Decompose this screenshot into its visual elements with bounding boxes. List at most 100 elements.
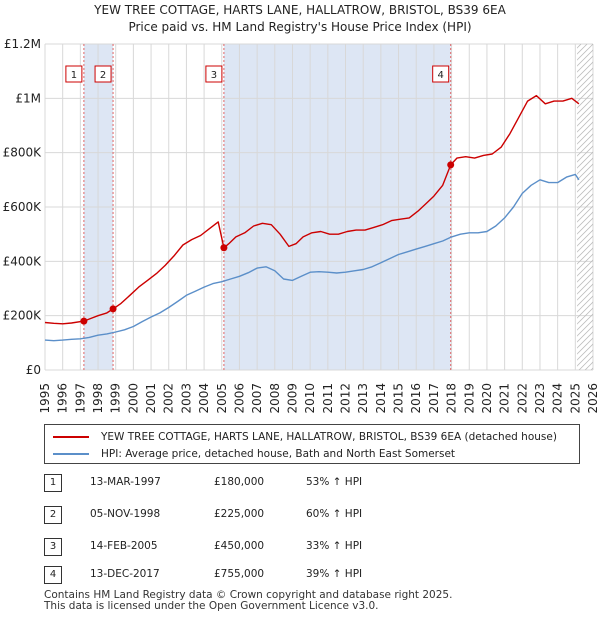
y-tick-label: £800K xyxy=(3,146,43,160)
sale-labels: 1 2 3 4 xyxy=(65,65,450,83)
footer-copyright: Contains HM Land Registry data © Crown c… xyxy=(44,589,453,601)
future-hatch xyxy=(577,44,594,370)
property-price-line xyxy=(44,94,580,325)
sale-number: 2 xyxy=(44,506,62,524)
x-tick-label: 1997 xyxy=(73,383,87,414)
x-tick-label: 2022 xyxy=(515,383,529,414)
sale-label-number: 3 xyxy=(211,70,217,81)
sale-price: £180,000 xyxy=(214,476,265,488)
legend-property-label: YEW TREE COTTAGE, HARTS LANE, HALLATROW,… xyxy=(101,431,557,443)
x-tick-label: 2008 xyxy=(268,383,282,414)
sale-hpi: 60% ↑ HPI xyxy=(306,508,363,520)
y-tick-label: £600K xyxy=(3,200,43,214)
sale-date: 13-MAR-1997 xyxy=(90,476,161,488)
y-tick-label: £1M xyxy=(15,91,41,105)
x-tick-label: 2009 xyxy=(285,383,299,414)
hatch-line xyxy=(577,97,594,115)
series-lines xyxy=(44,94,580,342)
sale-markers xyxy=(80,161,455,325)
table-row: 1 13-MAR-1997 £180,000 53% ↑ HPI xyxy=(44,474,584,492)
sale-label-box xyxy=(65,65,83,83)
hatch-line xyxy=(577,199,594,217)
legend-red-swatch xyxy=(53,436,89,438)
hatch-line xyxy=(577,91,594,109)
x-tick-label: 2024 xyxy=(551,383,565,414)
x-tick-label: 2015 xyxy=(392,383,406,414)
y-tick-label: £200K xyxy=(3,309,43,323)
legend-item-hpi: HPI: Average price, detached house, Bath… xyxy=(53,446,455,462)
table-row: 4 13-DEC-2017 £755,000 39% ↑ HPI xyxy=(44,566,584,584)
y-tick-label: £0 xyxy=(26,363,41,377)
sale-label-box xyxy=(432,65,450,83)
hatch-line xyxy=(577,193,594,211)
sale-point xyxy=(80,317,88,325)
sale-hpi: 39% ↑ HPI xyxy=(306,568,363,580)
hatch-line xyxy=(577,307,594,325)
sale-date: 14-FEB-2005 xyxy=(90,540,158,552)
footer-licence: This data is licensed under the Open Gov… xyxy=(44,600,379,612)
sale-label-box xyxy=(205,65,223,83)
x-tick-label: 2010 xyxy=(303,383,317,414)
legend-blue-swatch xyxy=(53,453,89,455)
table-row: 3 14-FEB-2005 £450,000 33% ↑ HPI xyxy=(44,538,584,556)
hpi-line xyxy=(44,173,580,342)
x-tick-label: 2023 xyxy=(533,383,547,414)
sale-label-number: 2 xyxy=(100,70,106,81)
x-tick-label: 2011 xyxy=(321,383,335,414)
x-tick-label: 2026 xyxy=(586,383,600,414)
x-tick-label: 2025 xyxy=(568,383,582,414)
hatch-line xyxy=(577,205,594,223)
sale-price: £755,000 xyxy=(214,568,265,580)
sale-number: 1 xyxy=(44,474,62,492)
legend: YEW TREE COTTAGE, HARTS LANE, HALLATROW,… xyxy=(44,424,580,464)
sale-date: 05-NOV-1998 xyxy=(90,508,161,520)
sale-date: 13-DEC-2017 xyxy=(90,568,160,580)
sale-label-number: 4 xyxy=(438,70,444,81)
x-tick-label: 2016 xyxy=(409,383,423,414)
legend-item-property: YEW TREE COTTAGE, HARTS LANE, HALLATROW,… xyxy=(53,429,557,445)
footer: Contains HM Land Registry data © Crown c… xyxy=(44,590,452,612)
sale-label-number: 1 xyxy=(71,70,77,81)
hatch-line xyxy=(577,301,594,319)
x-tick-label: 2003 xyxy=(179,383,193,414)
x-tick-label: 2002 xyxy=(162,383,176,414)
sale-number: 3 xyxy=(44,538,62,556)
x-tick-label: 2018 xyxy=(445,383,459,414)
x-tick-label: 2021 xyxy=(498,383,512,414)
price-chart: 1 2 3 4 £0 £200K £400K £600K £800K £1M £1.2M 1995 1… xyxy=(3,37,600,414)
chart-title: YEW TREE COTTAGE, HARTS LANE, HALLATROW,… xyxy=(94,3,506,17)
sale-hpi: 53% ↑ HPI xyxy=(306,476,363,488)
table-row: 2 05-NOV-1998 £225,000 60% ↑ HPI xyxy=(44,506,584,524)
sale-label-box xyxy=(94,65,112,83)
x-tick-label: 2006 xyxy=(232,383,246,414)
x-tick-label: 2004 xyxy=(197,383,211,414)
x-tick-label: 2013 xyxy=(356,383,370,414)
sale-point xyxy=(220,244,228,252)
y-tick-label: £1.2M xyxy=(4,37,41,51)
x-tick-label: 2005 xyxy=(215,383,229,414)
x-tick-label: 2020 xyxy=(480,383,494,414)
legend-hpi-label: HPI: Average price, detached house, Bath… xyxy=(101,448,456,460)
x-tick-label: 2019 xyxy=(462,383,476,414)
x-tick-label: 2017 xyxy=(427,383,441,414)
x-tick-label: 2014 xyxy=(374,383,388,414)
x-tick-label: 2007 xyxy=(250,383,264,414)
x-tick-label: 1998 xyxy=(91,383,105,414)
sale-point xyxy=(109,305,117,313)
hatch-line xyxy=(577,85,594,103)
x-tick-label: 2012 xyxy=(339,383,353,414)
sale-point xyxy=(447,161,455,169)
y-tick-label: £400K xyxy=(3,254,43,268)
x-tick-label: 2001 xyxy=(144,383,158,414)
x-tick-label: 1999 xyxy=(109,383,123,414)
sale-price: £450,000 xyxy=(214,540,265,552)
hatch-line xyxy=(577,313,594,331)
grid xyxy=(44,43,594,371)
x-tick-label: 2000 xyxy=(126,383,140,414)
sale-hpi: 33% ↑ HPI xyxy=(306,540,363,552)
x-tick-label: 1996 xyxy=(56,383,70,414)
x-tick-label: 1995 xyxy=(38,383,52,414)
chart-subtitle: Price paid vs. HM Land Registry's House … xyxy=(128,20,472,34)
sale-price: £225,000 xyxy=(214,508,265,520)
